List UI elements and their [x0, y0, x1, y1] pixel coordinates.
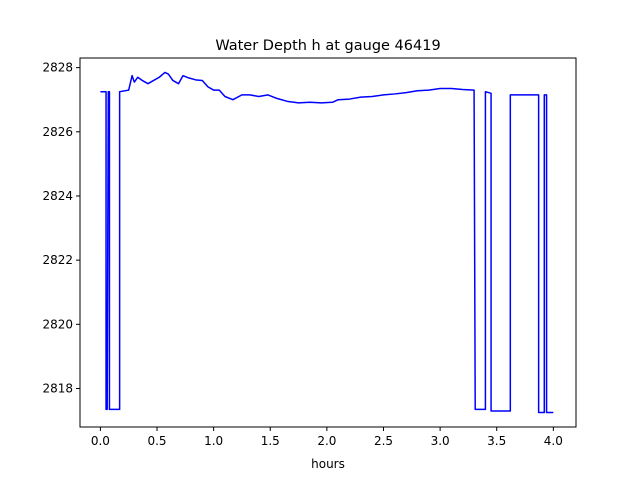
y-axis: 2818 2820 2822 2824 2826 2828	[42, 61, 80, 395]
x-tick-label: 3.5	[487, 434, 506, 448]
y-tick-label: 2822	[42, 253, 73, 267]
x-tick-label: 0.0	[91, 434, 110, 448]
y-tick-label: 2828	[42, 61, 73, 75]
series-line-0	[100, 71, 554, 414]
y-tick-label: 2818	[42, 381, 73, 395]
x-axis-label: hours	[311, 457, 345, 471]
x-tick-label: 4.0	[544, 434, 563, 448]
x-axis: 0.0 0.5 1.0 1.5 2.0 2.5 3.0 3.5 4.0	[91, 427, 563, 448]
x-tick-label: 1.0	[204, 434, 223, 448]
axes-frame	[79, 57, 577, 428]
y-tick-label: 2820	[42, 317, 73, 331]
y-tick-label: 2824	[42, 189, 73, 203]
series-layer	[100, 71, 554, 414]
x-tick-label: 2.5	[374, 434, 393, 448]
x-tick-label: 3.0	[431, 434, 450, 448]
axes-background	[80, 58, 576, 427]
y-tick-label: 2826	[42, 125, 73, 139]
chart-title: Water Depth h at gauge 46419	[215, 38, 440, 54]
x-tick-label: 0.5	[147, 434, 166, 448]
x-tick-label: 1.5	[261, 434, 280, 448]
x-tick-label: 2.0	[317, 434, 336, 448]
plot-area	[79, 57, 577, 428]
